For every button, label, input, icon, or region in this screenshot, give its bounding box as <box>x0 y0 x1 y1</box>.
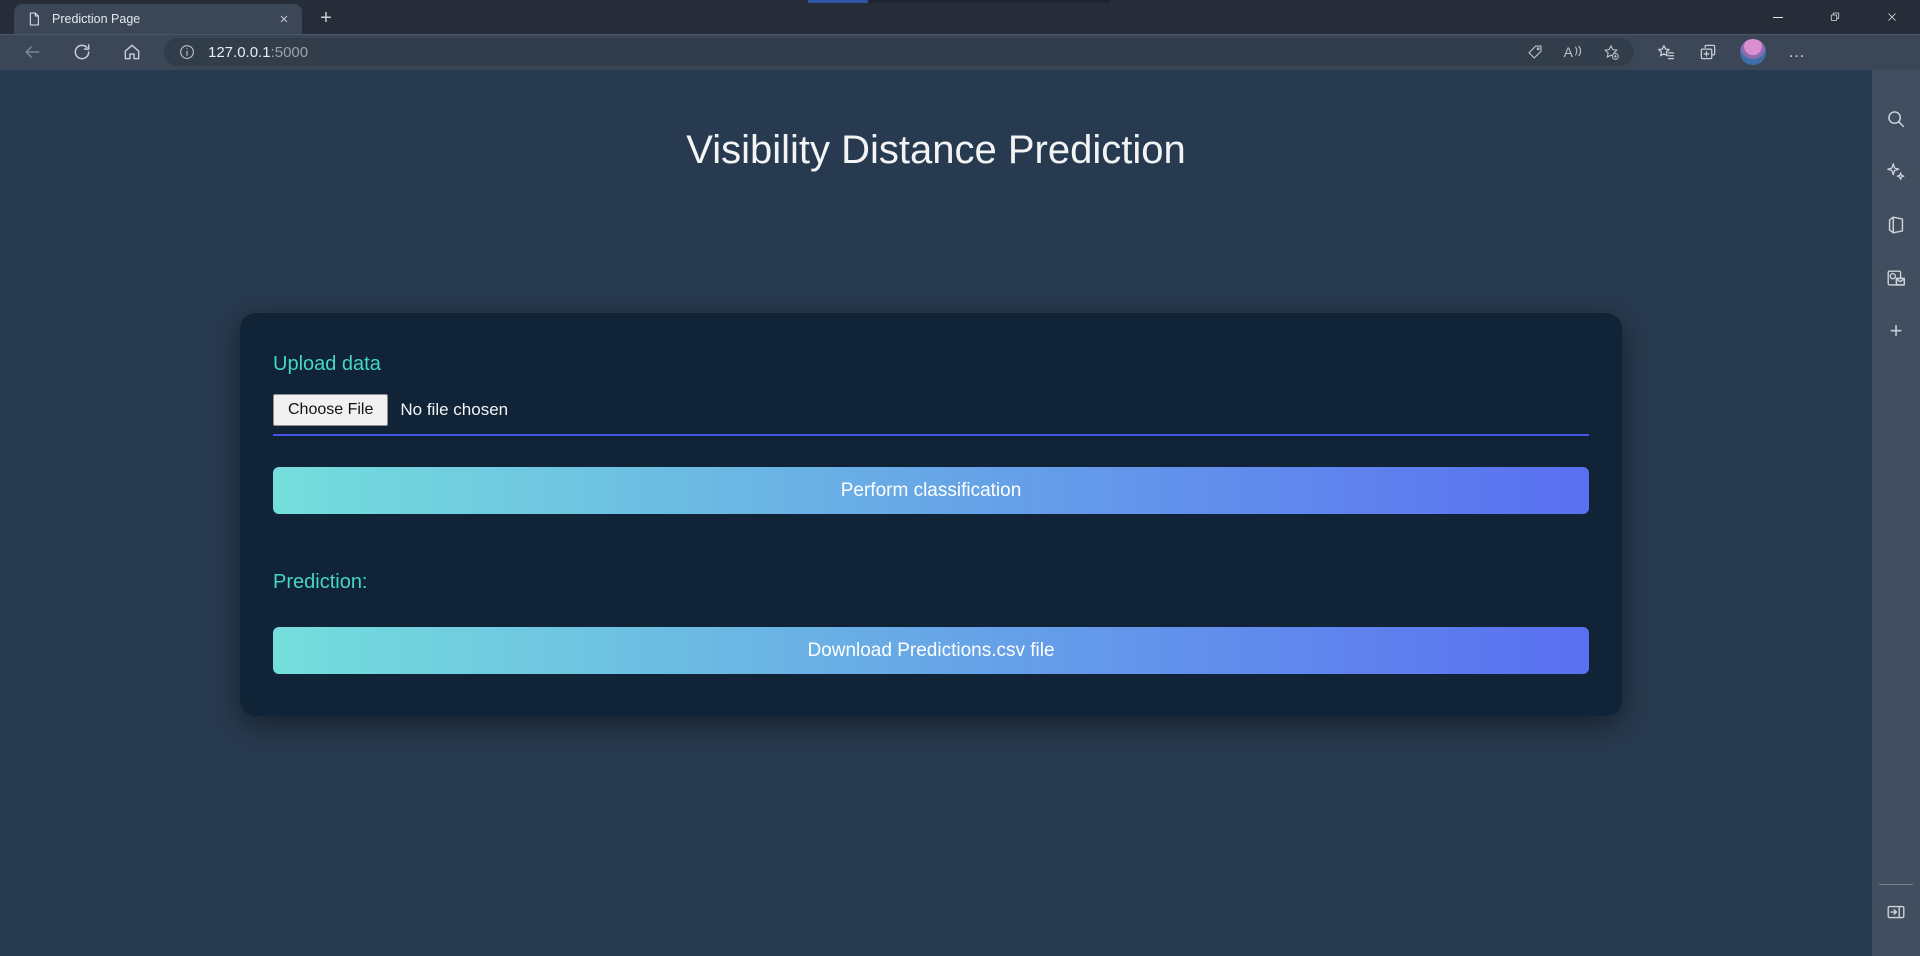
web-page-content: Visibility Distance Prediction Upload da… <box>0 70 1920 956</box>
address-bar-actions: A <box>1506 43 1620 61</box>
back-arrow-icon <box>25 46 40 58</box>
sound-waves-icon <box>1575 45 1582 57</box>
url-host: 127.0.0.1 <box>208 43 271 61</box>
restore-icon <box>1830 12 1839 21</box>
toolbar-right-actions: … <box>1656 39 1828 65</box>
tab-close-button[interactable] <box>274 9 294 29</box>
outlook-icon <box>1887 270 1905 286</box>
rail-outlook-button[interactable] <box>1881 263 1911 293</box>
settings-menu-button[interactable]: … <box>1788 43 1806 60</box>
shopping-tag-icon[interactable] <box>1526 43 1544 61</box>
page-title: Visibility Distance Prediction <box>686 128 1186 172</box>
browser-titlebar: Prediction Page + <box>0 0 1920 34</box>
back-button[interactable] <box>16 37 48 67</box>
restore-button[interactable] <box>1806 0 1863 34</box>
home-icon <box>124 44 140 60</box>
home-button[interactable] <box>116 37 148 67</box>
sparkles-icon <box>1887 163 1905 180</box>
window-controls <box>1749 0 1920 34</box>
url-text: 127.0.0.1:5000 <box>208 44 308 61</box>
rail-discover-button[interactable] <box>1881 157 1911 187</box>
collections-icon[interactable] <box>1698 42 1718 62</box>
browser-toolbar: 127.0.0.1:5000 A <box>0 34 1920 70</box>
rail-customize-button[interactable]: + <box>1881 316 1911 346</box>
rail-divider <box>1879 884 1913 885</box>
profile-avatar[interactable] <box>1740 39 1766 65</box>
site-info-icon[interactable] <box>178 43 196 61</box>
download-predictions-button[interactable]: Download Predictions.csv file <box>273 627 1589 674</box>
read-aloud-icon: A <box>1563 44 1573 60</box>
address-bar[interactable]: 127.0.0.1:5000 A <box>164 38 1634 66</box>
browser-tab-prediction-page[interactable]: Prediction Page <box>14 4 302 34</box>
classify-button-label: Perform classification <box>840 479 1022 501</box>
background-window-edge-accent <box>808 0 868 3</box>
download-button-label: Download Predictions.csv file <box>807 639 1055 661</box>
rail-bottom-group <box>1872 884 1920 950</box>
url-port: :5000 <box>270 43 309 61</box>
read-aloud-button[interactable]: A <box>1564 45 1582 59</box>
ellipsis-icon: … <box>1788 42 1806 61</box>
minimize-icon <box>1772 16 1783 18</box>
new-tab-button[interactable]: + <box>312 5 340 31</box>
background-window-edge-shadow <box>868 0 1110 3</box>
open-sidebar-panel-button[interactable] <box>1881 897 1911 927</box>
favorites-list-star-icon[interactable] <box>1656 42 1676 62</box>
rail-search-button[interactable] <box>1881 104 1911 134</box>
plus-icon: + <box>1889 318 1903 343</box>
upload-data-label: Upload data <box>273 353 381 375</box>
refresh-icon <box>74 44 90 60</box>
plus-icon: + <box>320 6 332 29</box>
perform-classification-button[interactable]: Perform classification <box>273 467 1589 514</box>
search-icon <box>1888 111 1905 128</box>
add-favorite-star-icon[interactable] <box>1602 43 1620 61</box>
prediction-label: Prediction: <box>273 571 368 593</box>
close-icon <box>280 15 288 23</box>
refresh-button[interactable] <box>66 37 98 67</box>
edge-side-rail: + <box>1872 70 1920 956</box>
file-input[interactable]: Choose File No file chosen <box>273 394 1589 436</box>
prediction-card: Upload data Choose File No file chosen P… <box>240 313 1622 716</box>
page-document-icon <box>29 12 39 26</box>
tab-title: Prediction Page <box>52 12 141 26</box>
rail-office-button[interactable] <box>1881 210 1911 240</box>
choose-file-button[interactable]: Choose File <box>273 394 389 426</box>
microsoft-365-icon <box>1888 216 1904 234</box>
close-icon <box>1887 13 1896 21</box>
minimize-button[interactable] <box>1749 0 1806 34</box>
close-window-button[interactable] <box>1863 0 1920 34</box>
open-panel-icon <box>1887 905 1905 919</box>
file-status-text: No file chosen <box>400 400 509 419</box>
